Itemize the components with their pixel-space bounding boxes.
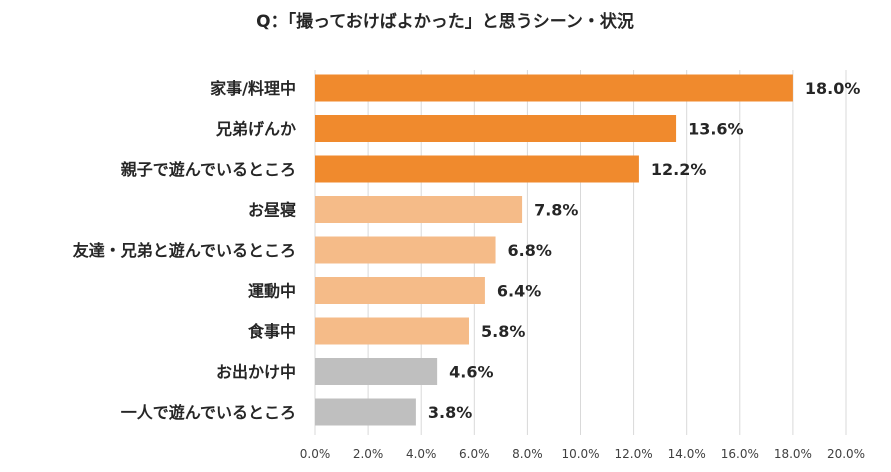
x-tick-label: 6.0%	[459, 447, 490, 461]
category-label: 家事/料理中	[210, 79, 296, 98]
bar	[315, 398, 416, 426]
category-label: 親子で遊んでいるところ	[121, 160, 296, 179]
bar	[315, 277, 485, 304]
x-tick-label: 10.0%	[561, 447, 599, 461]
category-label: 一人で遊んでいるところ	[121, 403, 296, 422]
value-label: 6.4%	[497, 282, 541, 301]
value-label: 18.0%	[805, 79, 861, 98]
x-tick-label: 16.0%	[721, 447, 759, 461]
x-tick-label: 8.0%	[512, 447, 543, 461]
x-tick-label: 12.0%	[615, 447, 653, 461]
value-label: 5.8%	[481, 322, 525, 341]
value-label: 13.6%	[688, 120, 744, 139]
value-label: 7.8%	[534, 201, 578, 220]
bar	[315, 74, 793, 102]
x-tick-label: 4.0%	[406, 447, 437, 461]
x-tick-label: 0.0%	[300, 447, 331, 461]
bar	[315, 196, 523, 223]
bar	[315, 236, 496, 264]
category-label: 食事中	[247, 322, 296, 341]
x-tick-label: 20.0%	[827, 447, 865, 461]
value-label: 3.8%	[428, 403, 472, 422]
chart-title: Q：「撮っておけばよかった」と思うシーン・状況	[256, 11, 634, 32]
category-label: 友達・兄弟と遊んでいるところ	[73, 241, 296, 260]
bar	[315, 358, 438, 385]
x-axis-ticks: 0.0% 2.0% 4.0% 6.0% 8.0% 10.0% 12.0% 14.0% 16.0%…	[300, 447, 865, 461]
x-tick-label: 14.0%	[668, 447, 706, 461]
bar	[315, 155, 639, 183]
category-label: 運動中	[248, 282, 296, 301]
bar	[315, 115, 677, 142]
x-tick-label: 2.0%	[353, 447, 384, 461]
label-layer: 家事/料理中 18.0% 兄弟げんか 13.6% 親子で遊んでいるところ 12.2% お昼寝…	[73, 79, 861, 422]
bar-layer	[315, 74, 793, 426]
category-label: 兄弟げんか	[215, 120, 296, 139]
value-label: 6.8%	[508, 241, 552, 260]
value-label: 12.2%	[651, 160, 707, 179]
x-tick-label: 18.0%	[774, 447, 812, 461]
value-label: 4.6%	[449, 363, 493, 382]
category-label: お出かけ中	[216, 363, 296, 382]
category-label: お昼寝	[248, 201, 296, 220]
bar	[315, 317, 469, 345]
